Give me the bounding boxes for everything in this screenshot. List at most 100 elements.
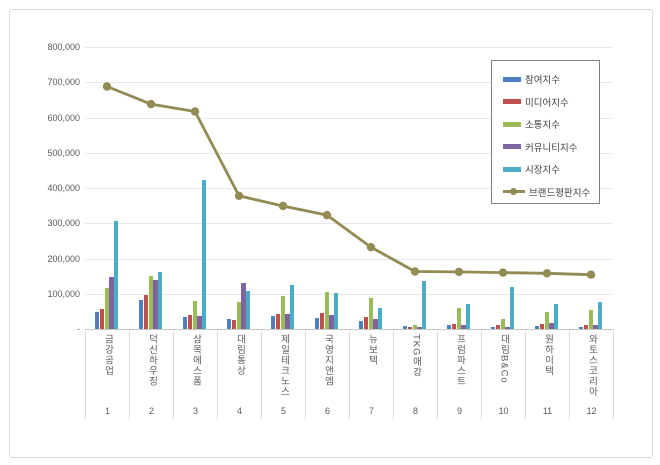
bar-시장지수-삼목에스폼 — [202, 180, 207, 329]
category-name-text: 원하이텍 — [542, 334, 554, 376]
bar-시장지수-프럼파스트 — [466, 304, 471, 329]
category-name-text: TKG애강 — [410, 334, 422, 378]
bar-시장지수-국영지앤엠 — [334, 292, 339, 329]
legend-item-시장지수: 시장지수 — [503, 158, 599, 181]
legend-rows: 참여지수 미디어지수 소통지수 커뮤니티지수 시장지수 브랜드평판지수 — [503, 68, 599, 203]
bar-참여지수-국영지앤엠 — [315, 318, 320, 329]
bar-커뮤니티지수-대림B&Co — [505, 326, 510, 329]
bar-소통지수-대림B&Co — [500, 319, 505, 329]
category-name: 덕신하우징 — [130, 334, 173, 400]
y-axis-tick-label: - — [77, 324, 80, 334]
category-name-text: 제일테크노스 — [278, 334, 290, 397]
gridline — [85, 293, 613, 295]
category-cell: 대림통상 4 — [218, 331, 262, 419]
bar-커뮤니티지수-뉴보텍 — [373, 319, 378, 329]
bar-참여지수-뉴보텍 — [359, 320, 364, 329]
legend: 참여지수 미디어지수 소통지수 커뮤니티지수 시장지수 브랜드평판지수 — [491, 60, 600, 204]
bar-커뮤니티지수-대림통상 — [241, 282, 246, 329]
bar-미디어지수-제일테크노스 — [275, 314, 280, 329]
category-name: TKG애강 — [394, 334, 437, 400]
bar-커뮤니티지수-삼목에스폼 — [197, 315, 202, 329]
category-cell: 원하이텍 11 — [526, 331, 570, 419]
bar-미디어지수-원하이텍 — [539, 324, 544, 329]
category-name: 국영지앤엠 — [306, 334, 349, 400]
bar-소통지수-원하이텍 — [544, 312, 549, 329]
marker-브랜드평판지수-뉴보텍 — [366, 243, 376, 252]
y-axis-tick-label: 800,000 — [47, 42, 80, 52]
gridline — [85, 258, 613, 260]
bar-시장지수-와토스코리아 — [598, 302, 603, 329]
category-name: 제일테크노스 — [262, 334, 305, 400]
bar-소통지수-TKG애강 — [412, 325, 417, 329]
bar-커뮤니티지수-원하이텍 — [549, 323, 554, 329]
legend-item-참여지수: 참여지수 — [503, 68, 599, 91]
bar-소통지수-와토스코리아 — [588, 310, 593, 329]
plot-area — [85, 47, 613, 329]
bar-참여지수-삼목에스폼 — [183, 317, 188, 329]
marker-브랜드평판지수-삼목에스폼 — [190, 107, 200, 116]
bar-미디어지수-금강공업 — [99, 308, 104, 329]
category-name-text: 뉴보텍 — [366, 334, 378, 366]
category-name: 삼목에스폼 — [174, 334, 217, 400]
bar-참여지수-원하이텍 — [535, 326, 540, 329]
marker-브랜드평판지수-금강공업 — [102, 82, 112, 91]
category-cell: 삼목에스폼 3 — [174, 331, 218, 419]
y-axis-tick-label: 100,000 — [47, 288, 80, 299]
category-name: 대림B&Co — [482, 334, 525, 400]
category-rank: 8 — [412, 406, 418, 416]
bar-미디어지수-프럼파스트 — [451, 324, 456, 329]
legend-item-커뮤니티지수: 커뮤니티지수 — [503, 136, 599, 159]
line-브랜드평판지수 — [106, 85, 592, 277]
legend-item-소통지수: 소통지수 — [503, 113, 599, 136]
category-cell: 국영지앤엠 6 — [306, 331, 350, 419]
bar-커뮤니티지수-프럼파스트 — [461, 325, 466, 329]
bar-시장지수-원하이텍 — [554, 303, 559, 329]
bar-시장지수-대림B&Co — [510, 287, 515, 329]
bar-소통지수-프럼파스트 — [456, 307, 461, 329]
category-cell: 프럼파스트 9 — [438, 331, 482, 419]
legend-label: 참여지수 — [525, 75, 560, 87]
category-rank: 1 — [104, 406, 110, 416]
category-cell: 금강공업 1 — [86, 331, 130, 419]
category-cell: TKG애강 8 — [394, 331, 438, 419]
category-rank: 5 — [280, 406, 286, 416]
marker-브랜드평판지수-대림통상 — [234, 191, 244, 200]
category-name-text: 와토스코리아 — [586, 334, 598, 397]
legend-swatch-icon — [503, 144, 521, 150]
legend-label: 소통지수 — [525, 120, 560, 132]
marker-브랜드평판지수-와토스코리아 — [586, 270, 596, 279]
bar-참여지수-와토스코리아 — [579, 326, 584, 329]
marker-브랜드평판지수-덕신하우징 — [146, 99, 156, 109]
bar-참여지수-금강공업 — [95, 312, 100, 329]
brand-reputation-line-layer — [102, 82, 596, 279]
marker-브랜드평판지수-대림B&Co — [498, 268, 508, 277]
marker-브랜드평판지수-TKG애강 — [410, 267, 420, 276]
gridline — [85, 47, 613, 48]
gridline — [85, 117, 613, 119]
category-name: 원하이텍 — [526, 334, 569, 400]
bar-시장지수-금강공업 — [114, 221, 119, 329]
legend-item-브랜드평판지수: 브랜드평판지수 — [503, 181, 599, 204]
bar-커뮤니티지수-와토스코리아 — [593, 324, 598, 329]
bar-소통지수-국영지앤엠 — [324, 291, 329, 329]
category-rank: 3 — [192, 406, 198, 416]
bar-커뮤니티지수-국영지앤엠 — [329, 315, 334, 329]
bar-참여지수-TKG애강 — [403, 326, 408, 329]
bar-미디어지수-와토스코리아 — [583, 325, 588, 329]
bar-커뮤니티지수-제일테크노스 — [285, 313, 290, 329]
category-name-text: 국영지앤엠 — [322, 334, 334, 387]
marker-브랜드평판지수-프럼파스트 — [454, 267, 464, 277]
bar-시장지수-덕신하우징 — [158, 272, 163, 329]
bar-미디어지수-대림통상 — [231, 319, 236, 329]
category-cell: 제일테크노스 5 — [262, 331, 306, 419]
category-name: 프럼파스트 — [438, 334, 481, 400]
bar-소통지수-금강공업 — [104, 288, 109, 329]
bar-참여지수-제일테크노스 — [271, 316, 276, 329]
category-name-text: 대림B&Co — [498, 334, 510, 384]
category-cell: 와토스코리아 12 — [570, 331, 614, 419]
legend-swatch-icon — [503, 121, 521, 127]
category-name: 금강공업 — [86, 334, 129, 400]
category-rank: 12 — [586, 406, 597, 416]
category-rank: 2 — [148, 406, 154, 416]
category-name: 뉴보텍 — [350, 334, 393, 400]
